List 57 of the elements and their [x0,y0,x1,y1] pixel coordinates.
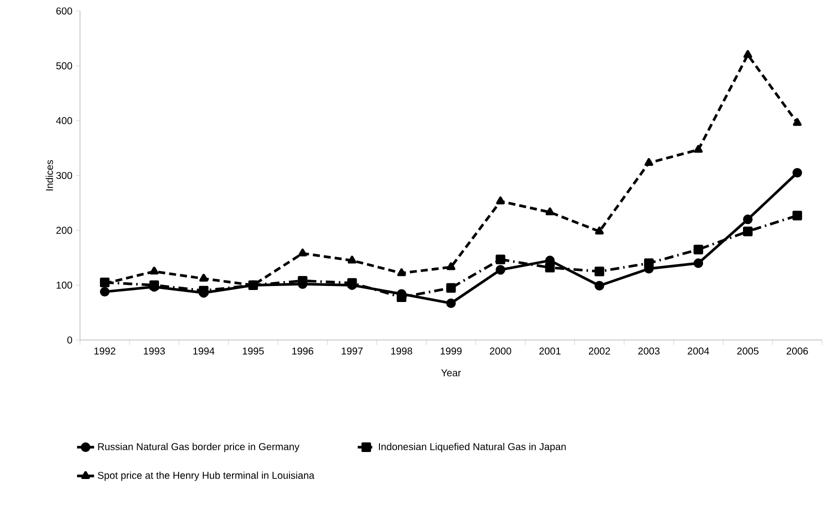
point [792,210,802,220]
point [150,266,159,274]
point [594,266,604,276]
legend-label: Russian Natural Gas border price in Germany [98,442,300,452]
x-tick-label: 1999 [440,348,462,355]
point [694,144,703,153]
x-tick-label: 1996 [292,348,314,355]
point [198,286,208,296]
point [694,258,704,268]
x-tick-label: 2005 [737,348,758,355]
point [496,265,506,275]
point [792,118,802,126]
y-axis-title: Indices [46,160,54,190]
x-tick-label: 1992 [94,348,116,355]
point [446,298,456,308]
y-tick-label: 500 [56,62,72,70]
x-tick-label: 2001 [539,348,561,355]
point [743,226,753,236]
x-tick-label: 1994 [193,348,214,355]
point [100,286,110,297]
y-tick-label: 100 [56,282,72,289]
point [644,158,654,166]
point [792,168,802,178]
point [545,262,555,272]
point [694,244,704,254]
point [743,214,753,224]
x-axis-title: Year [441,369,461,376]
x-tick-label: 2000 [490,348,512,355]
x-tick-label: 1993 [144,348,165,355]
point [496,254,506,264]
point [446,283,456,293]
x-tick-label: 2002 [588,348,610,355]
point [644,258,654,268]
legend-label: Indonesian Liquefied Natural Gas in Japan [378,442,566,452]
point [298,248,307,256]
legend-label: Spot price at the Henry Hub terminal in Louisiana [98,472,314,481]
y-tick-label: 200 [56,226,72,234]
x-tick-label: 1998 [391,348,412,355]
x-tick-label: 2006 [786,348,808,355]
y-tick-label: 600 [56,7,72,15]
y-tick-label: 400 [56,117,72,124]
point [595,226,604,234]
y-tick-label: 300 [56,172,72,180]
point [446,262,456,270]
point [743,50,752,58]
point [348,256,356,264]
point [546,207,554,216]
x-tick-label: 2004 [688,348,710,355]
x-tick-label: 1997 [342,348,363,355]
point [594,280,604,291]
y-tick-label: 0 [67,336,72,344]
point [496,196,505,204]
x-tick-label: 1995 [242,348,264,355]
point [199,274,208,282]
point [397,268,406,276]
x-tick-label: 2003 [638,348,660,355]
point [396,292,406,302]
